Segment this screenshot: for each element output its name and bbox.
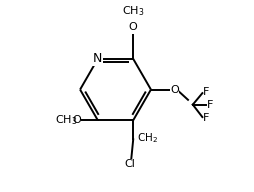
Text: CH$_2$: CH$_2$	[137, 132, 158, 145]
Text: O: O	[170, 84, 179, 95]
Text: N: N	[93, 52, 102, 65]
Text: CH$_3$: CH$_3$	[55, 113, 77, 127]
Text: O: O	[129, 22, 138, 32]
Text: F: F	[203, 87, 209, 97]
Text: O: O	[72, 115, 81, 125]
Text: F: F	[207, 100, 213, 110]
Text: F: F	[203, 113, 209, 123]
Text: CH$_3$: CH$_3$	[122, 4, 145, 18]
Text: Cl: Cl	[124, 159, 135, 169]
